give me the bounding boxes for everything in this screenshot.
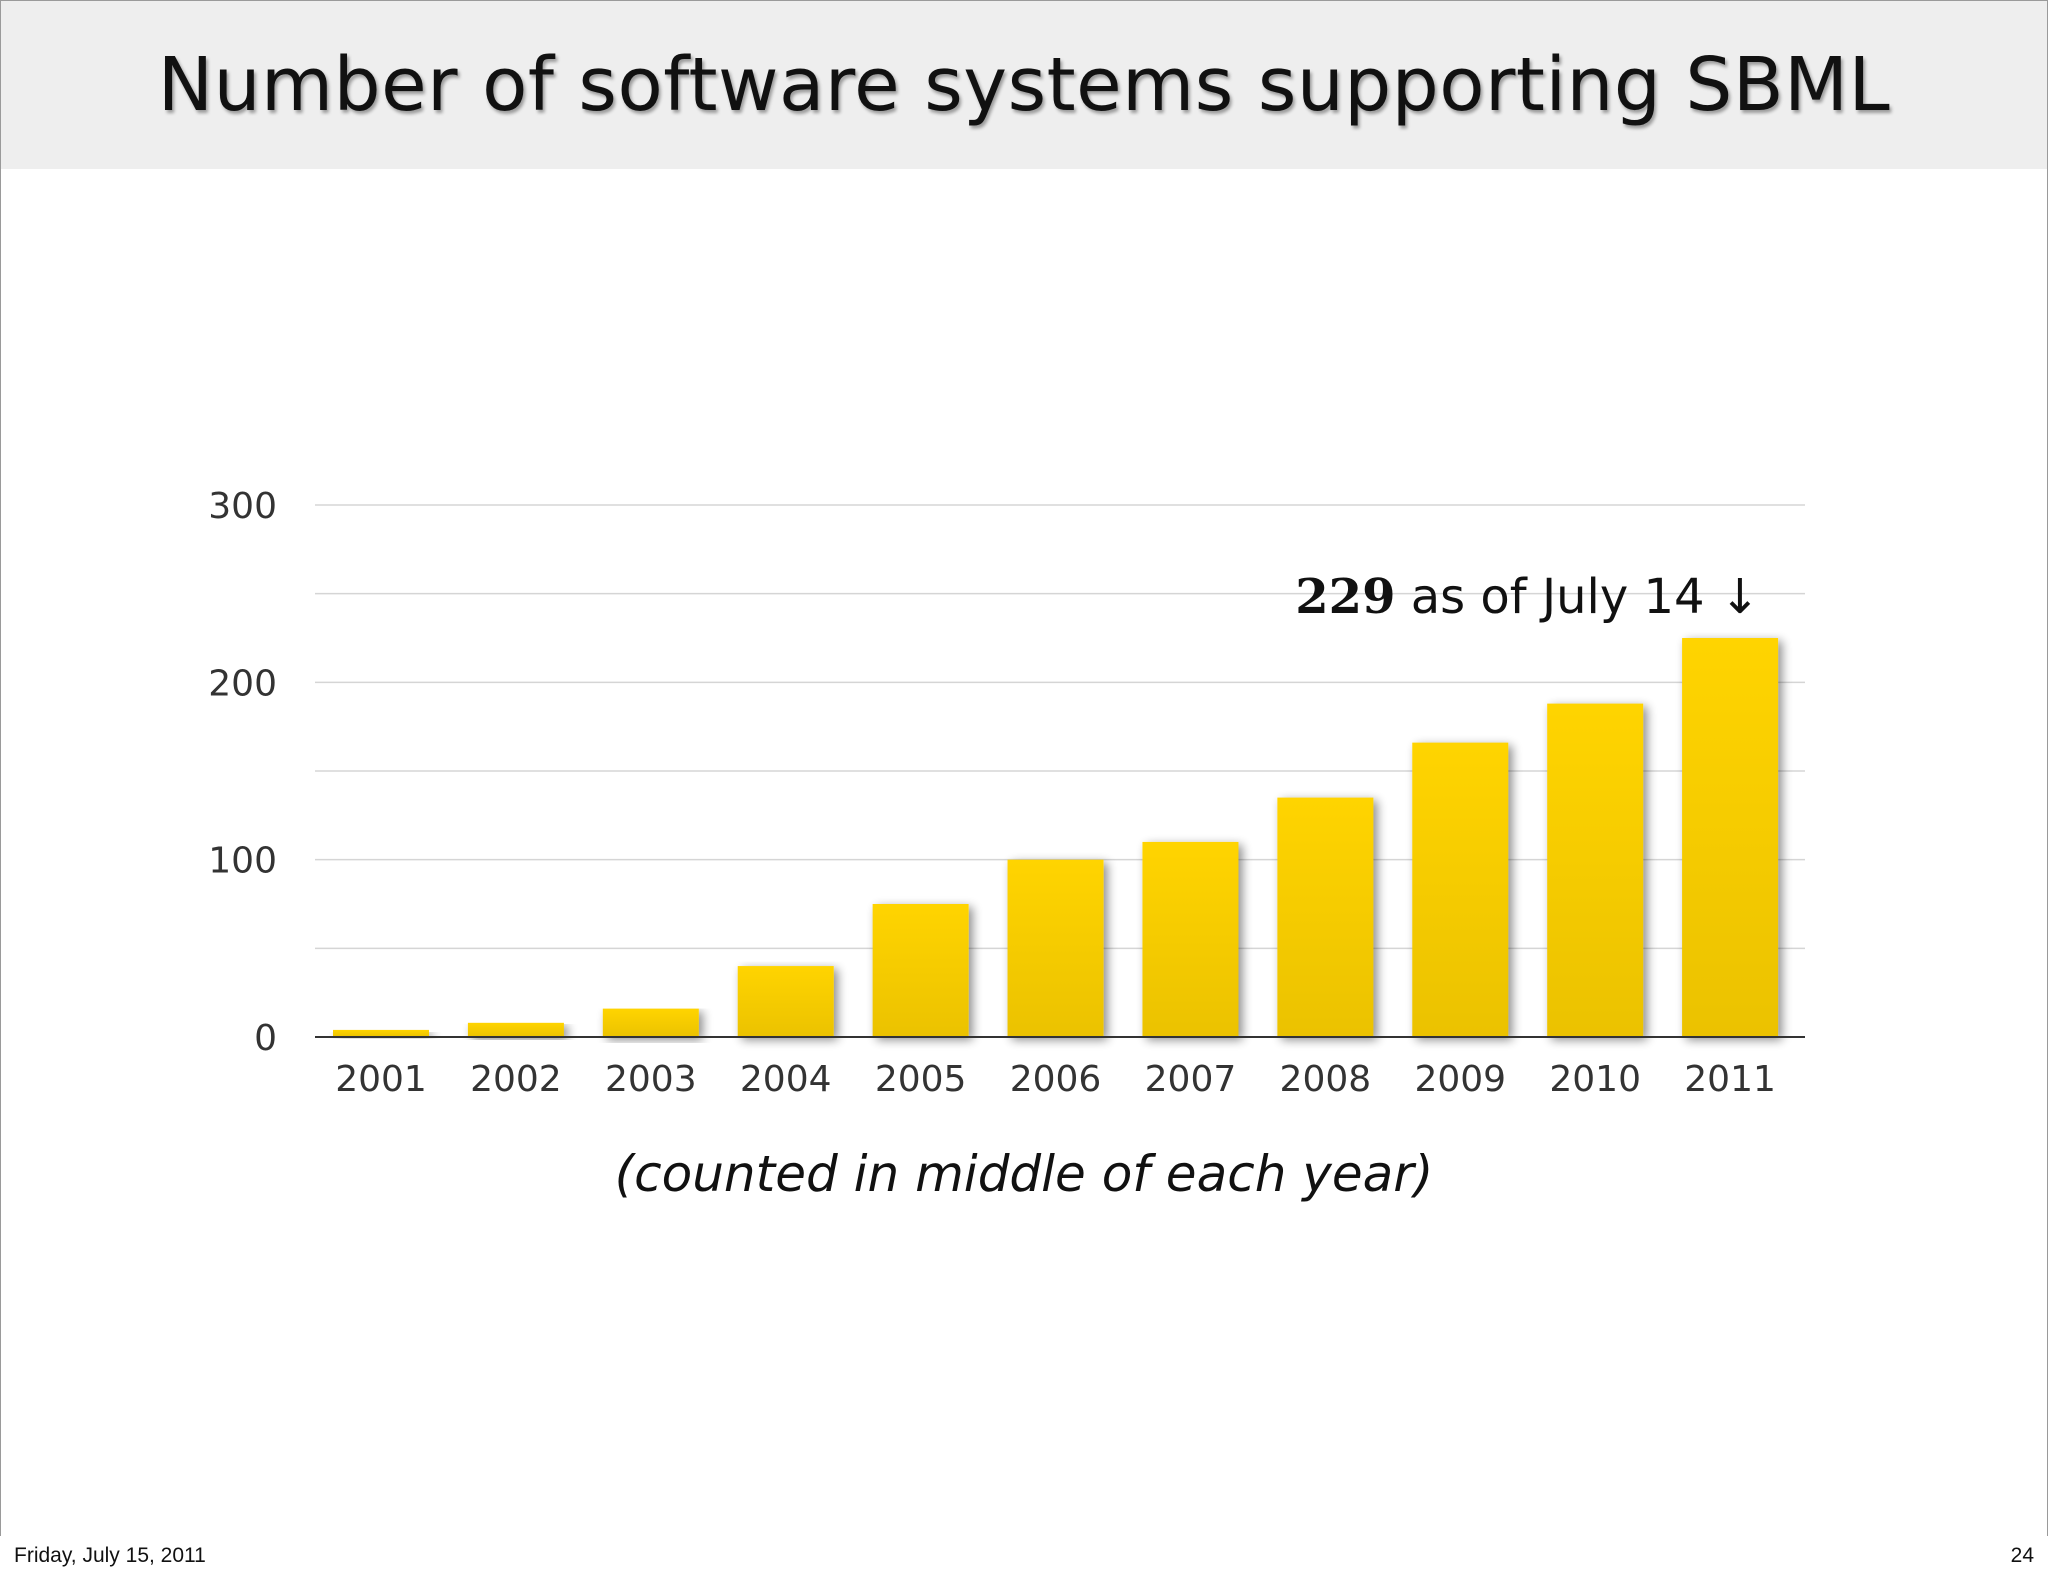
y-axis-tick-labels: 0 100 200 300 bbox=[208, 486, 277, 1059]
annotation-value: 229 bbox=[1295, 569, 1395, 625]
x-tick-label: 2009 bbox=[1414, 1059, 1506, 1100]
x-tick-label: 2003 bbox=[605, 1059, 697, 1100]
y-tick-label: 0 bbox=[254, 1018, 277, 1059]
y-tick-label: 300 bbox=[208, 486, 277, 527]
bar-2005 bbox=[872, 904, 969, 1037]
x-tick-label: 2007 bbox=[1145, 1059, 1237, 1100]
x-tick-label: 2001 bbox=[335, 1059, 427, 1100]
bar-2010 bbox=[1547, 703, 1644, 1037]
bar-2001 bbox=[333, 1029, 429, 1037]
x-axis-tick-labels: 2001 2002 2003 2004 2005 2006 2007 2008 2009 2010… bbox=[335, 1059, 1776, 1100]
x-tick-label: 2011 bbox=[1684, 1059, 1776, 1100]
chart-caption: (counted in middle of each year) bbox=[615, 1145, 1434, 1203]
y-tick-label: 200 bbox=[208, 663, 277, 704]
bar-2006 bbox=[1007, 859, 1104, 1037]
bar-2009 bbox=[1412, 742, 1509, 1037]
x-tick-label: 2005 bbox=[875, 1059, 967, 1100]
x-tick-label: 2004 bbox=[740, 1059, 832, 1100]
slide-title: Number of software systems supporting SB… bbox=[157, 42, 1891, 128]
title-bar bbox=[1, 1, 2047, 169]
bar-2011 bbox=[1682, 638, 1779, 1037]
x-tick-label: 2008 bbox=[1280, 1059, 1372, 1100]
annotation-text-body: as of July 14 bbox=[1411, 569, 1705, 625]
down-arrow-icon: ↓ bbox=[1720, 569, 1760, 625]
bars bbox=[333, 638, 1779, 1037]
page-number: 24 bbox=[2010, 1544, 2034, 1567]
bar-2007 bbox=[1142, 841, 1239, 1037]
x-tick-label: 2006 bbox=[1010, 1059, 1102, 1100]
bar-2008 bbox=[1277, 797, 1374, 1037]
annotation-229: 229 as of July 14 ↓ bbox=[1295, 569, 1760, 625]
x-tick-label: 2010 bbox=[1549, 1059, 1641, 1100]
footer: Friday, July 15, 2011 24 bbox=[0, 1536, 2048, 1576]
slide: Number of software systems supporting SB… bbox=[0, 0, 2048, 1537]
x-tick-label: 2002 bbox=[470, 1059, 562, 1100]
bar-2004 bbox=[737, 966, 834, 1037]
bar-2002 bbox=[467, 1022, 564, 1037]
bar-2003 bbox=[602, 1008, 699, 1037]
y-tick-label: 100 bbox=[208, 841, 277, 882]
footer-date: Friday, July 15, 2011 bbox=[14, 1544, 206, 1567]
